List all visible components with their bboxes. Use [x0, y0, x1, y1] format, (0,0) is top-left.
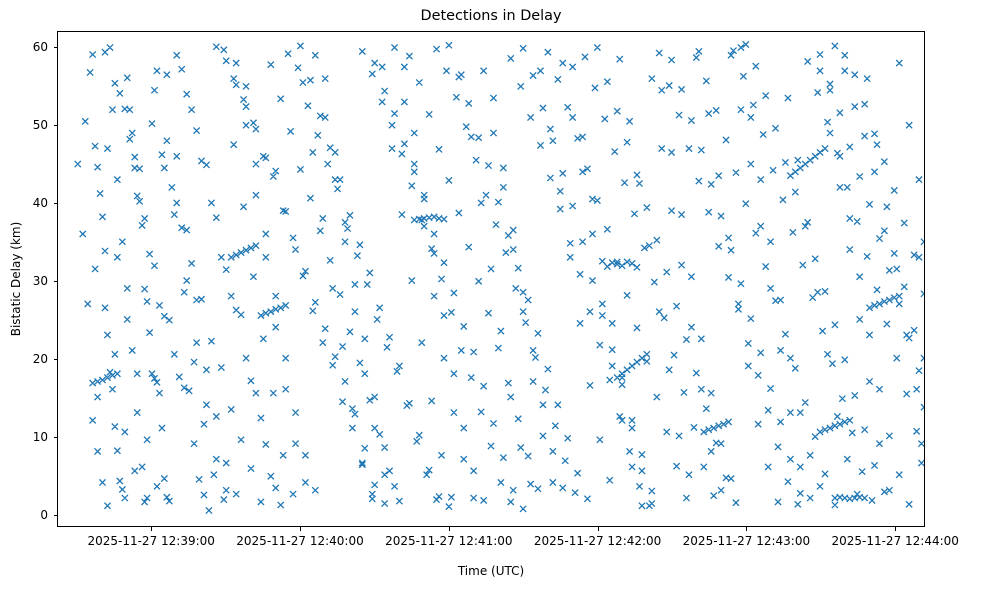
x-tick-mark	[746, 527, 748, 531]
y-tick-mark	[53, 436, 57, 438]
x-tick-label: 2025-11-27 12:44:00	[831, 534, 959, 548]
y-tick-label: 0	[40, 507, 48, 522]
x-axis-label: Time (UTC)	[457, 564, 525, 578]
y-tick-label: 20	[32, 351, 48, 366]
y-tick-label: 60	[32, 39, 48, 54]
y-tick-label: 40	[32, 195, 48, 210]
x-tick-label: 2025-11-27 12:40:00	[236, 534, 364, 548]
x-tick-mark	[597, 527, 599, 531]
x-tick-label: 2025-11-27 12:39:00	[87, 534, 215, 548]
y-tick-label: 30	[32, 273, 48, 288]
x-tick-mark	[895, 527, 897, 531]
scatter-series	[74, 40, 924, 515]
y-axis-label: Bistatic Delay (km)	[9, 221, 23, 337]
y-tick-label: 50	[32, 117, 48, 132]
x-tick-mark	[448, 527, 450, 531]
x-tick-mark	[151, 527, 153, 531]
page-title: Detections in Delay	[420, 8, 562, 24]
plot-area	[57, 31, 925, 527]
y-tick-mark	[53, 280, 57, 282]
y-tick-mark	[53, 124, 57, 126]
x-tick-label: 2025-11-27 12:42:00	[533, 534, 662, 548]
y-tick-label: 10	[32, 429, 48, 444]
y-tick-mark	[53, 514, 57, 516]
y-tick-mark	[53, 202, 57, 204]
y-tick-mark	[53, 46, 57, 48]
y-tick-mark	[53, 358, 57, 360]
x-tick-mark	[300, 527, 302, 531]
x-tick-label: 2025-11-27 12:43:00	[682, 534, 811, 548]
x-tick-label: 2025-11-27 12:41:00	[385, 534, 513, 548]
